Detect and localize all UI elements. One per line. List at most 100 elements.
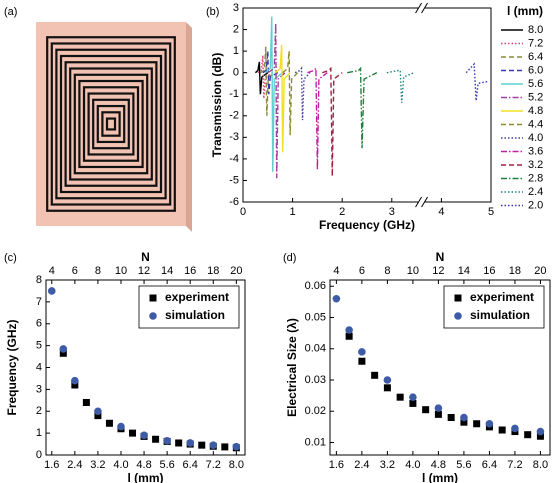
marker-circle — [117, 422, 125, 431]
y-tick-label: -3 — [229, 131, 239, 143]
series-line — [274, 44, 291, 153]
x2-tick-label: 10 — [407, 265, 419, 277]
panel-label: (a) — [4, 6, 17, 18]
marker-square — [94, 412, 102, 420]
x-axis-label: l (mm) — [422, 471, 458, 483]
axis-break-gap — [418, 197, 425, 207]
spiral-turn — [82, 86, 140, 162]
x2-tick-label: 4 — [49, 265, 55, 277]
x2-tick-label: 20 — [534, 265, 546, 277]
x-tick-label: 3.2 — [90, 459, 105, 471]
x-tick-label: 7.2 — [507, 459, 522, 471]
marker-square — [524, 431, 532, 439]
x-tick-label: 6.4 — [183, 459, 198, 471]
plot-frame — [329, 279, 551, 456]
x-tick-label: 8.0 — [533, 459, 548, 471]
marker-square — [358, 357, 366, 365]
series-line — [254, 61, 269, 95]
y-tick-label: 5 — [36, 340, 42, 352]
legend-label: 2.4 — [528, 186, 543, 198]
y-tick-label: 2 — [36, 405, 42, 417]
spiral-turn — [64, 61, 158, 187]
x-tick-label: 4.8 — [431, 459, 446, 471]
y-tick-label: -6 — [229, 196, 239, 208]
marker-circle — [454, 312, 462, 320]
y-tick-label: 3 — [233, 2, 239, 14]
x-tick-label: 2.4 — [354, 459, 369, 471]
axis-break-gap-top — [418, 3, 425, 13]
marker-square — [149, 294, 157, 302]
marker-square — [396, 393, 404, 401]
marker-square — [422, 406, 430, 414]
marker-circle — [47, 287, 56, 295]
x-tick-label: 5.6 — [159, 459, 174, 471]
legend-label: 8.0 — [528, 24, 543, 36]
y-tick-label: 0.04 — [305, 343, 326, 355]
marker-circle — [186, 439, 195, 447]
spiral-turn — [96, 104, 126, 144]
series-line — [294, 66, 311, 121]
x2-tick-label: 14 — [161, 265, 173, 277]
marker-circle — [434, 404, 443, 412]
spiral-turn — [101, 111, 121, 137]
marker-circle — [209, 441, 218, 449]
series-line — [465, 62, 489, 101]
panel-label: (b) — [206, 6, 219, 18]
marker-square — [498, 426, 506, 434]
y-tick-label: 4 — [36, 361, 42, 373]
marker-square — [383, 384, 391, 392]
marker-square — [409, 399, 417, 407]
legend-label: 3.6 — [528, 145, 543, 157]
spiral-turn — [69, 67, 153, 181]
x-tick-label: 1.6 — [44, 459, 59, 471]
legend-label: simulation — [470, 308, 530, 322]
axis-break — [415, 196, 422, 208]
spiral-sample — [36, 22, 192, 232]
y-tick-label: 1 — [233, 45, 239, 57]
x2-tick-label: 10 — [115, 265, 127, 277]
marker-circle — [536, 427, 545, 436]
marker-square — [82, 399, 90, 406]
x2-tick-label: 18 — [509, 265, 521, 277]
panel-label: (c) — [4, 252, 17, 264]
y-tick-label: 3 — [36, 383, 42, 395]
y-tick-label: 8 — [36, 274, 42, 286]
series-line — [262, 51, 279, 95]
marker-square — [473, 420, 481, 428]
marker-circle — [383, 376, 392, 384]
axis-break — [415, 2, 422, 14]
spiral-turn — [50, 42, 172, 206]
marker-circle — [163, 436, 171, 445]
marker-square — [221, 443, 229, 451]
series-line — [260, 46, 276, 116]
marker-square — [59, 349, 67, 357]
x2-tick-label: 4 — [333, 265, 339, 277]
x-tick-label: 3 — [389, 206, 395, 218]
marker-square — [371, 371, 379, 379]
marker-square — [105, 419, 113, 427]
y-tick-label: 7 — [36, 296, 42, 308]
spiral-turn — [55, 48, 167, 200]
x2-tick-label: 20 — [230, 265, 242, 277]
legend-label: 3.2 — [528, 159, 543, 171]
marker-circle — [232, 442, 241, 451]
marker-square — [71, 381, 79, 389]
x-tick-label: 4.0 — [113, 459, 128, 471]
x-tick-label: 5 — [488, 206, 494, 218]
y-tick-label: 6 — [36, 318, 42, 330]
marker-circle — [149, 312, 157, 320]
marker-circle — [409, 393, 417, 401]
marker-circle — [59, 345, 68, 353]
series-line — [264, 16, 284, 172]
marker-square — [447, 414, 455, 421]
x-axis-label: l (mm) — [128, 471, 164, 483]
spiral-turn — [92, 98, 130, 150]
x2-tick-label: 12 — [138, 265, 150, 277]
series-line — [282, 51, 299, 136]
spiral-turn — [78, 79, 144, 169]
series-line — [386, 69, 415, 103]
x-tick-label: 4.8 — [136, 459, 151, 471]
x-tick-label: 3.2 — [380, 459, 395, 471]
